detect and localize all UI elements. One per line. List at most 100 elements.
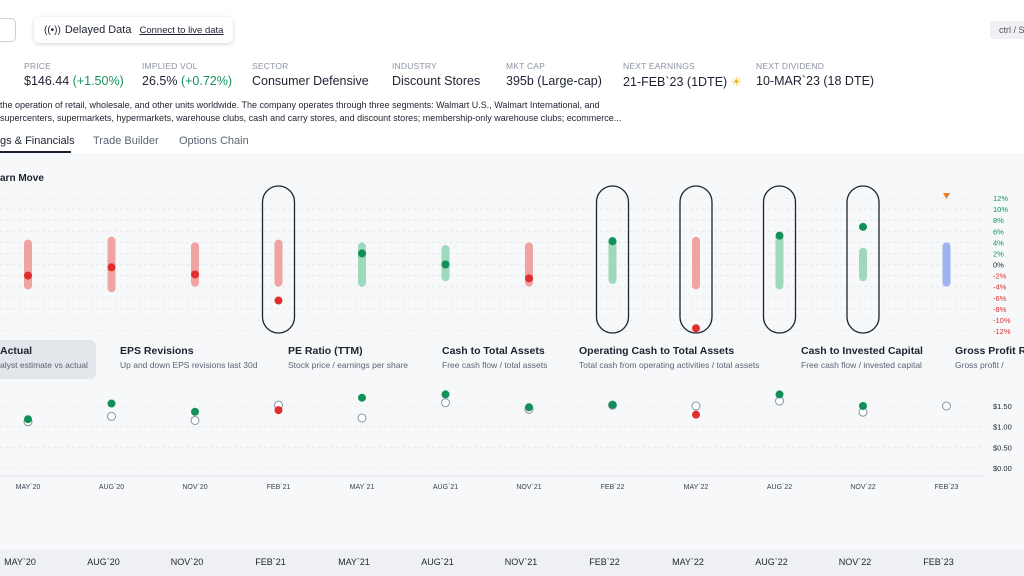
metric-card-cash-to-total-assets[interactable]: Cash to Total Assets Free cash flow / to… [442,345,547,370]
tab-trade-builder[interactable]: Trade Builder [93,135,159,147]
expected-move-bar [191,242,199,287]
metric-subtitle: Gross profit / [955,360,1004,370]
stat-next-earnings: NEXT EARNINGS 21-FEB`23 (1DTE) ☀ [623,61,742,89]
stat-change: (+1.50%) [72,74,124,88]
actual-move-dot [107,263,116,272]
tab-options-chain[interactable]: Options Chain [179,135,249,147]
x-tick-label: MAY`21 [350,484,375,491]
y-tick-label: -4% [993,283,1007,292]
eps-actual-dot [24,415,32,424]
highlight-pill [679,185,713,334]
stat-label: NEXT EARNINGS [623,61,695,71]
timeline-label: FEB`21 [255,557,286,567]
metric-subtitle: Up and down EPS revisions last 30d [120,360,258,370]
sun-icon: ☀ [730,75,742,89]
eps-actual-dot [692,410,700,419]
eps-actual-dot [608,400,617,409]
y-tick-label: 0% [993,261,1004,270]
y-tick-label: $0.50 [993,443,1012,452]
timeline-scrubber[interactable] [0,550,1024,576]
metric-card-cash-to-invested-capital[interactable]: Cash to Invested Capital Free cash flow … [801,345,923,370]
x-tick-label: MAY`22 [684,484,709,491]
eps-actual-dot [859,402,867,410]
connect-live-data-link[interactable]: Connect to live data [139,24,224,36]
y-tick-label: -2% [993,272,1007,281]
metric-card-eps-revisions[interactable]: EPS Revisions Up and down EPS revisions … [120,345,258,370]
keyboard-shortcut-hint[interactable]: ctrl / S [990,21,1024,39]
eps-estimate-dot [441,398,450,408]
timeline-label: FEB`23 [923,557,954,567]
metric-card-actual[interactable]: Actual alyst estimate vs actual [0,340,96,379]
highlight-pill [261,185,296,334]
description-line: the operation of retail, wholesale, and … [0,100,600,110]
active-tab-indicator [0,151,71,153]
x-tick-label: NOV`22 [850,484,875,491]
stat-label: NEXT DIVIDEND [756,61,825,71]
timeline-label: AUG`20 [87,557,120,567]
stat-label: MKT CAP [506,61,546,71]
metric-title: Actual [0,345,33,357]
stat-value: 26.5% [142,74,178,88]
metric-title: Cash to Total Assets [442,345,545,357]
stat-value: 10-MAR`23 (18 DTE) [756,74,875,88]
company-description: the operation of retail, wholesale, and … [0,99,621,125]
metric-card-operating-cash[interactable]: Operating Cash to Total Assets Total cas… [579,345,759,370]
stat-price: PRICE $146.44 (+1.50%) [24,61,124,88]
metric-subtitle: Free cash flow / invested capital [801,360,922,370]
highlight-pill [595,185,630,334]
metric-title: Cash to Invested Capital [801,345,923,357]
y-tick-label: 10% [993,205,1008,214]
timeline-label: NOV`21 [504,557,538,567]
y-tick-label: -12% [993,327,1011,336]
eps-actual-dot [358,393,366,402]
x-tick-label: FEB`21 [267,484,291,491]
eps-estimate-dot [107,411,116,421]
expected-move-bar [274,239,283,287]
metric-card-gross-profit[interactable]: Gross Profit Ra Gross profit / [955,345,1024,370]
timeline-label: NOV`22 [838,557,872,567]
stat-label: PRICE [24,61,51,71]
timeline-label: FEB`22 [589,557,620,567]
metric-subtitle: Stock price / earnings per share [288,360,409,370]
tab-earnings-financials[interactable]: gs & Financials [0,135,75,147]
y-tick-label: -10% [993,316,1011,325]
x-tick-label: AUG`21 [433,484,458,491]
actual-move-dot [358,249,366,258]
highlight-pill [762,185,797,334]
stat-industry: INDUSTRY Discount Stores [392,61,480,88]
y-tick-label: 12% [993,194,1008,203]
earnings-move-title: arn Move [0,173,44,184]
stat-label: SECTOR [252,61,289,71]
expected-move-bar [608,236,617,284]
sidebar-toggle-button[interactable] [0,18,16,42]
expected-move-bar [358,242,366,287]
y-tick-label: $1.50 [993,402,1012,411]
timeline-label: MAY`22 [672,557,704,567]
stat-next-dividend: NEXT DIVIDEND 10-MAR`23 (18 DTE) [756,61,874,88]
eps-actual-dot [107,399,116,408]
actual-move-dot [608,237,617,246]
financials-panel [0,153,1024,550]
eps-actual-dot [525,403,533,412]
actual-move-dot [274,296,283,305]
x-tick-label: FEB`23 [935,484,959,491]
stat-mkt-cap: MKT CAP 395b (Large-cap) [506,61,602,88]
x-tick-label: AUG`22 [767,484,792,491]
stat-sector: SECTOR Consumer Defensive [252,61,369,88]
eps-estimate-dot [942,401,951,411]
x-tick-label: AUG`20 [99,484,124,491]
metric-card-pe-ratio[interactable]: PE Ratio (TTM) Stock price / earnings pe… [288,345,408,370]
actual-move-dot [859,222,867,231]
actual-move-dot [775,231,784,240]
broadcast-icon: ((•)) [44,24,61,36]
x-tick-label: NOV`20 [182,484,207,491]
stat-value: $146.44 [24,74,70,88]
eps-actual-dot [274,406,283,415]
y-tick-label: 8% [993,216,1004,225]
timeline-label: MAY`21 [338,557,370,567]
actual-move-dot [525,274,533,283]
eps-estimate-dot [357,413,367,423]
stat-implied-vol: IMPLIED VOL 26.5% (+0.72%) [142,61,232,88]
y-tick-label: 6% [993,227,1004,236]
